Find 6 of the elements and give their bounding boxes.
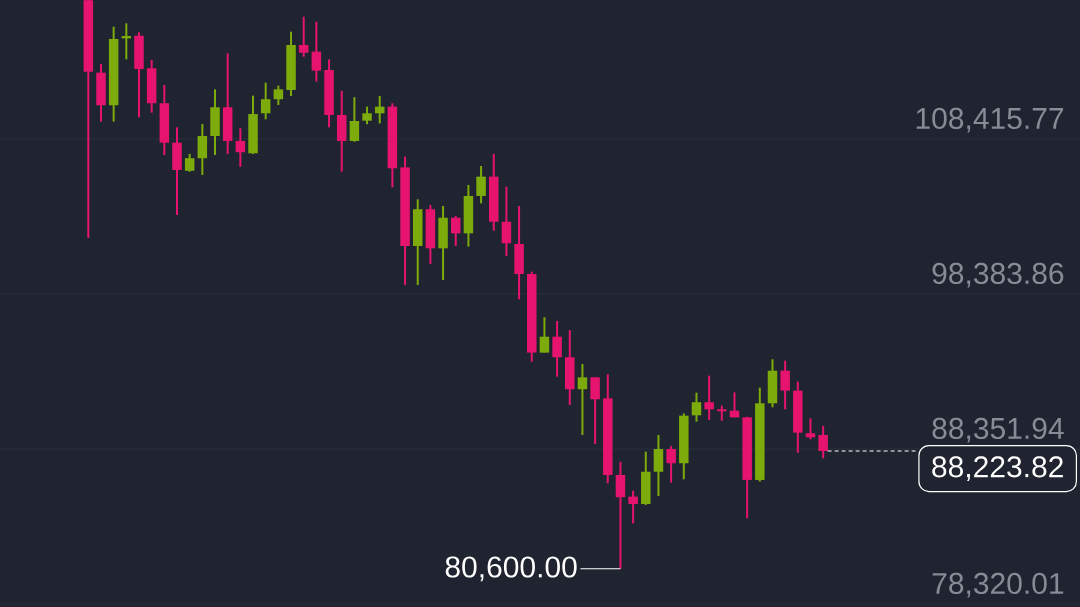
- annotation: 80,600.00: [445, 556, 577, 582]
- y-tick-label: 88,351.94: [932, 417, 1064, 443]
- ref-line-label: 88,223.82: [932, 456, 1063, 481]
- y-tick-label: 108,415.77: [916, 107, 1064, 133]
- y-tick-label: 78,320.01: [932, 572, 1064, 598]
- y-tick-label: 98,383.86: [932, 262, 1064, 288]
